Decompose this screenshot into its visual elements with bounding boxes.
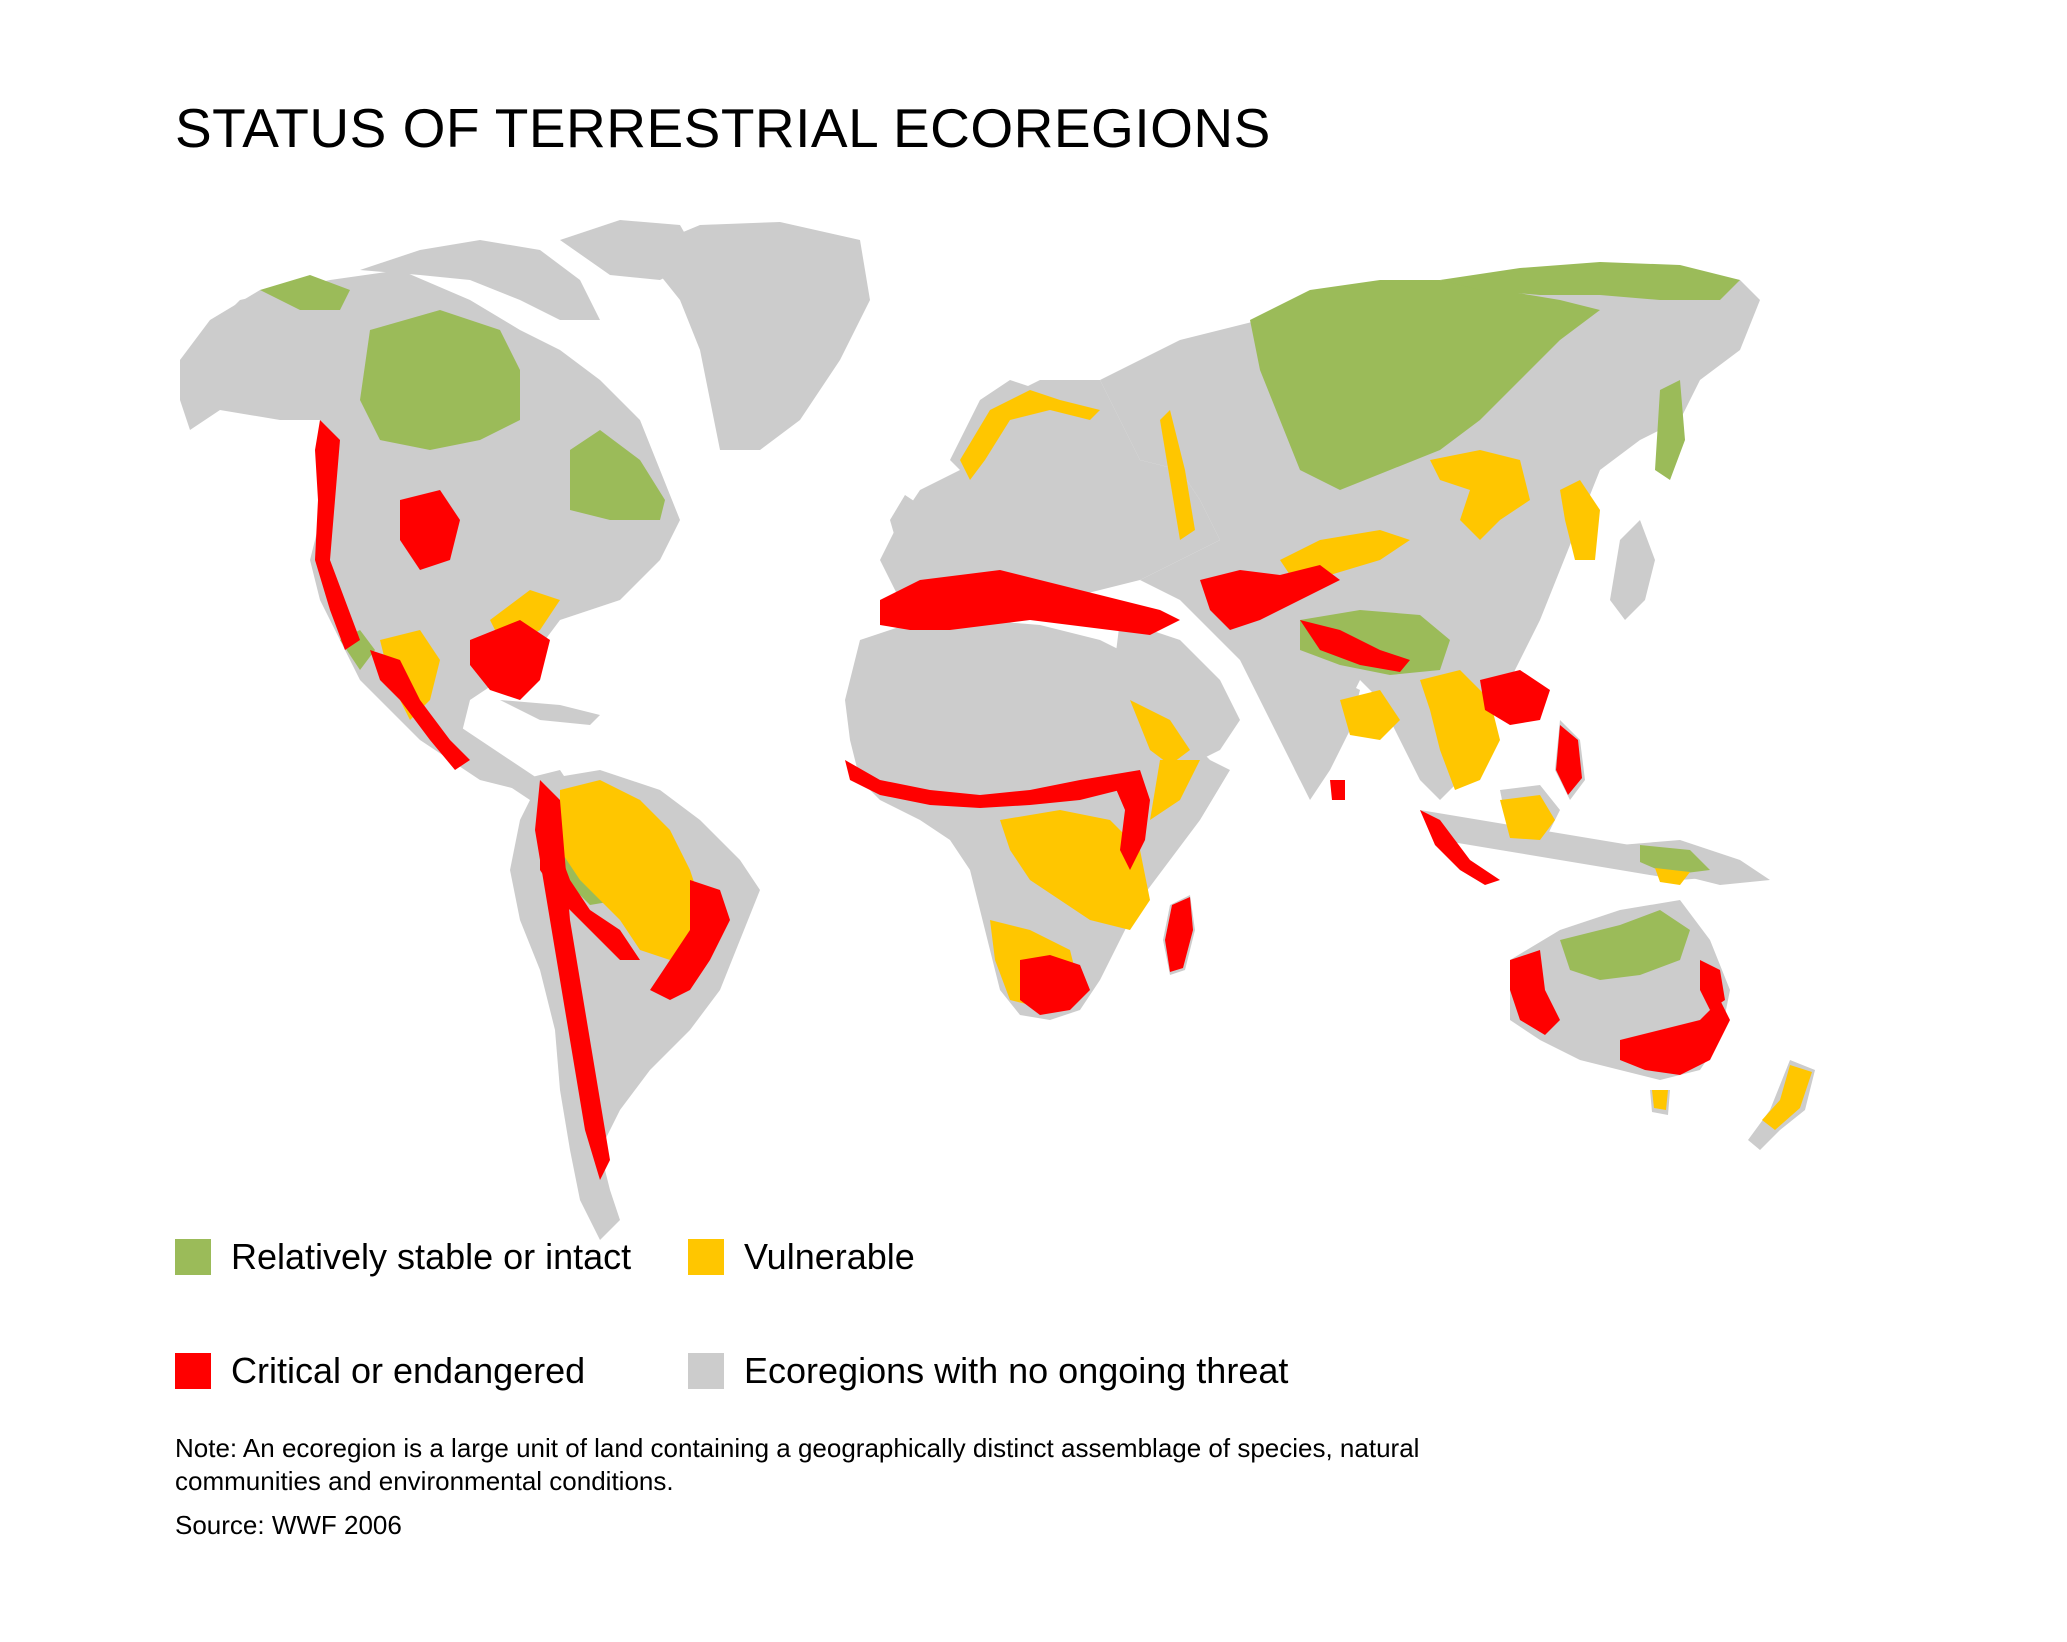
critical-west-africa [845, 760, 1120, 808]
vulnerable-horn-africa [1150, 760, 1200, 820]
legend-swatch-stable [175, 1239, 211, 1275]
landmass-india [1260, 670, 1360, 800]
vulnerable-ural [1160, 410, 1195, 540]
stable-new-guinea [1640, 845, 1710, 875]
stable-tibet [1300, 610, 1450, 675]
critical-philippines [1556, 725, 1582, 795]
legend-swatch-critical [175, 1353, 211, 1389]
vulnerable-scandinavia [960, 390, 1100, 480]
critical-east-africa [1110, 770, 1150, 870]
landmass-alaska [180, 285, 340, 395]
critical-cape [1020, 955, 1090, 1015]
landmass-greenland [640, 222, 870, 450]
legend-label-critical: Critical or endangered [231, 1350, 586, 1391]
critical-amazon-arc [540, 800, 640, 960]
stable-alaska [260, 275, 350, 310]
vulnerable-mongolia [1430, 450, 1530, 540]
critical-brazil-atlantic [650, 880, 730, 1000]
vulnerable-borneo [1500, 795, 1555, 840]
critical-australia-east [1700, 960, 1725, 1010]
critical-great-plains [400, 490, 460, 570]
critical-mexico [370, 650, 470, 770]
stable-kamchatka [1655, 380, 1685, 480]
source-text: Source: WWF 2006 [175, 1510, 402, 1540]
landmass-europe [880, 380, 1220, 615]
landmass-arctic-canada [360, 240, 600, 320]
legend-label-stable: Relatively stable or intact [231, 1236, 632, 1277]
legend-label-vulnerable: Vulnerable [744, 1236, 915, 1277]
legend-label-no-threat: Ecoregions with no ongoing threat [744, 1350, 1289, 1391]
critical-sumatra [1420, 810, 1500, 885]
vulnerable-brazil [560, 780, 700, 960]
legend-swatch-no-threat [688, 1353, 724, 1389]
critical-australia-west [1510, 950, 1560, 1035]
critical-australia-southeast [1620, 1000, 1730, 1075]
critical-sri-lanka [1330, 780, 1345, 800]
vulnerable-new-guinea-south [1655, 868, 1690, 885]
landmass-uk [890, 495, 920, 555]
critical-himalaya [1300, 620, 1410, 672]
page-title: STATUS OF TERRESTRIAL ECOREGIONS [175, 97, 1271, 159]
critical-caucasus-iran [1200, 565, 1340, 630]
stable-australia-interior [1560, 910, 1690, 980]
vulnerable-manchuria [1560, 480, 1600, 560]
critical-mediterranean [880, 570, 1180, 635]
vulnerable-tasmania [1652, 1090, 1668, 1110]
vulnerable-indochina [1420, 670, 1500, 790]
critical-china-south [1480, 670, 1550, 725]
critical-madagascar [1165, 897, 1193, 972]
stable-arctic-russia [1440, 262, 1740, 300]
vulnerable-arabia [1130, 700, 1190, 765]
stable-siberia [1250, 280, 1600, 490]
legend-item-no-threat: Ecoregions with no ongoing threat [688, 1350, 1288, 1392]
note-text: Note: An ecoregion is a large unit of la… [175, 1433, 1420, 1496]
vulnerable-new-zealand [1762, 1065, 1812, 1130]
vulnerable-us-south [380, 630, 440, 720]
landmass-asia [1100, 265, 1760, 800]
legend-item-critical: Critical or endangered [175, 1350, 585, 1392]
vulnerable-central-africa [1000, 810, 1150, 930]
critical-southeast-us [470, 620, 550, 700]
stable-labrador [570, 430, 665, 520]
legend-item-vulnerable: Vulnerable [688, 1236, 915, 1278]
stable-canada [360, 310, 520, 450]
critical-us-west-coast [315, 420, 360, 650]
legend-swatch-vulnerable [688, 1239, 724, 1275]
critical-regions [315, 420, 1730, 1180]
landmass-caribbean [500, 700, 600, 725]
vulnerable-india-east [1340, 690, 1400, 740]
legend-item-stable: Relatively stable or intact [175, 1236, 631, 1278]
landmass-japan [1610, 520, 1655, 620]
